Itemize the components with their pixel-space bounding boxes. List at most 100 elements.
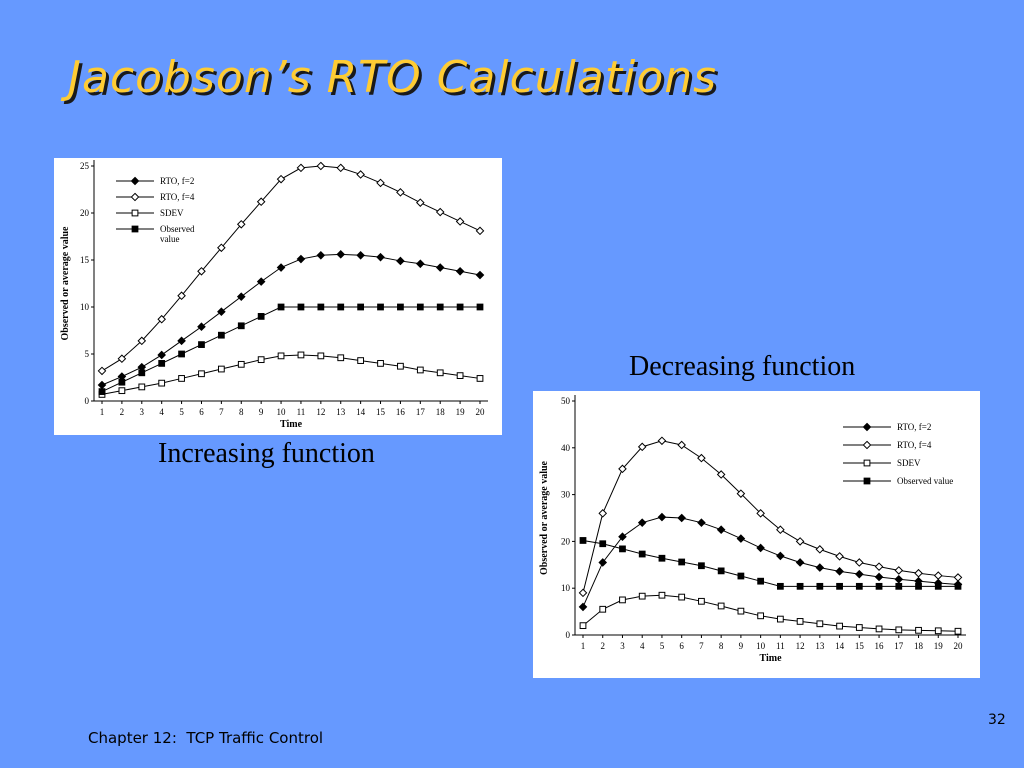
x-tick-label: 18: [914, 641, 924, 651]
legend-label: SDEV: [897, 458, 921, 468]
legend-marker: [862, 440, 872, 450]
data-point: [476, 303, 484, 311]
legend-label: RTO, f=4: [897, 440, 932, 450]
x-tick-label: 4: [640, 641, 645, 651]
data-point: [933, 571, 943, 580]
data-point: [217, 243, 226, 253]
data-point: [256, 277, 266, 286]
data-point: [717, 602, 725, 610]
x-tick-label: 1: [100, 407, 105, 417]
x-tick-label: 12: [316, 407, 325, 417]
x-tick-label: 6: [679, 641, 684, 651]
data-point: [895, 626, 903, 634]
y-tick-label: 10: [561, 583, 571, 593]
data-point: [934, 582, 942, 590]
data-point: [677, 440, 686, 450]
data-point: [638, 592, 646, 600]
series-line: [582, 594, 959, 632]
data-point: [138, 369, 146, 377]
data-point: [456, 303, 464, 311]
data-point: [736, 534, 746, 543]
data-point: [317, 303, 325, 311]
x-tick-label: 8: [719, 641, 724, 651]
data-point: [377, 303, 384, 311]
data-point: [456, 372, 464, 380]
y-axis-label: Observed or average value: [539, 460, 550, 575]
data-point: [317, 352, 325, 360]
x-tick-label: 3: [140, 407, 145, 417]
data-point: [776, 615, 784, 623]
x-tick-label: 8: [239, 407, 244, 417]
legend-marker: [130, 176, 140, 186]
data-point: [637, 442, 647, 452]
data-point: [177, 336, 186, 346]
y-tick-label: 30: [561, 490, 571, 500]
data-point: [336, 250, 346, 259]
data-point: [376, 252, 385, 262]
data-point: [357, 357, 365, 364]
x-tick-label: 6: [199, 407, 204, 417]
data-point: [836, 622, 843, 630]
y-tick-label: 50: [561, 396, 571, 406]
data-point: [337, 354, 345, 362]
legend-label: RTO, f=4: [160, 192, 195, 202]
data-point: [657, 512, 667, 522]
data-point: [257, 356, 265, 364]
data-point: [954, 627, 962, 635]
data-point: [658, 591, 666, 599]
data-point: [874, 562, 884, 571]
y-tick-label: 0: [85, 396, 90, 406]
data-point: [894, 566, 904, 575]
data-point: [599, 540, 607, 548]
data-point: [435, 263, 445, 272]
data-point: [618, 464, 627, 474]
x-tick-label: 15: [376, 407, 386, 417]
data-point: [677, 513, 686, 523]
legend-label-cont: value: [160, 234, 180, 244]
data-point: [236, 219, 246, 229]
data-point: [416, 303, 424, 311]
series-1: [97, 250, 485, 390]
data-point: [756, 509, 765, 518]
data-point: [737, 572, 745, 580]
x-axis-label: Time: [280, 419, 303, 430]
series-1: [578, 512, 963, 612]
x-tick-label: 11: [776, 641, 785, 651]
data-point: [97, 366, 107, 376]
data-point: [475, 270, 485, 280]
x-tick-label: 5: [179, 407, 184, 417]
data-point: [476, 375, 484, 382]
data-point: [198, 370, 205, 378]
legend-label: RTO, f=2: [160, 176, 194, 186]
x-tick-label: 11: [297, 407, 306, 417]
data-point: [198, 341, 205, 348]
data-point: [276, 263, 286, 272]
data-point: [796, 582, 804, 590]
data-point: [815, 545, 825, 554]
data-point: [436, 303, 444, 311]
data-point: [875, 625, 883, 633]
data-point: [377, 360, 384, 367]
x-tick-label: 18: [436, 407, 446, 417]
data-point: [757, 612, 765, 620]
data-point: [598, 509, 608, 518]
y-tick-label: 20: [561, 536, 571, 546]
data-point: [776, 582, 784, 590]
data-point: [954, 582, 962, 590]
data-point: [435, 207, 445, 217]
data-point: [178, 350, 185, 358]
data-point: [697, 518, 706, 527]
caption-increasing: Increasing function: [158, 438, 375, 469]
x-tick-label: 17: [894, 641, 904, 651]
y-tick-label: 0: [566, 630, 571, 640]
data-point: [776, 551, 785, 561]
x-tick-label: 16: [875, 641, 885, 651]
data-point: [277, 303, 285, 311]
x-tick-label: 5: [660, 641, 665, 651]
x-tick-label: 15: [855, 641, 865, 651]
data-point: [337, 303, 345, 311]
data-point: [137, 336, 147, 346]
legend-marker: [131, 225, 139, 233]
data-point: [118, 387, 126, 395]
